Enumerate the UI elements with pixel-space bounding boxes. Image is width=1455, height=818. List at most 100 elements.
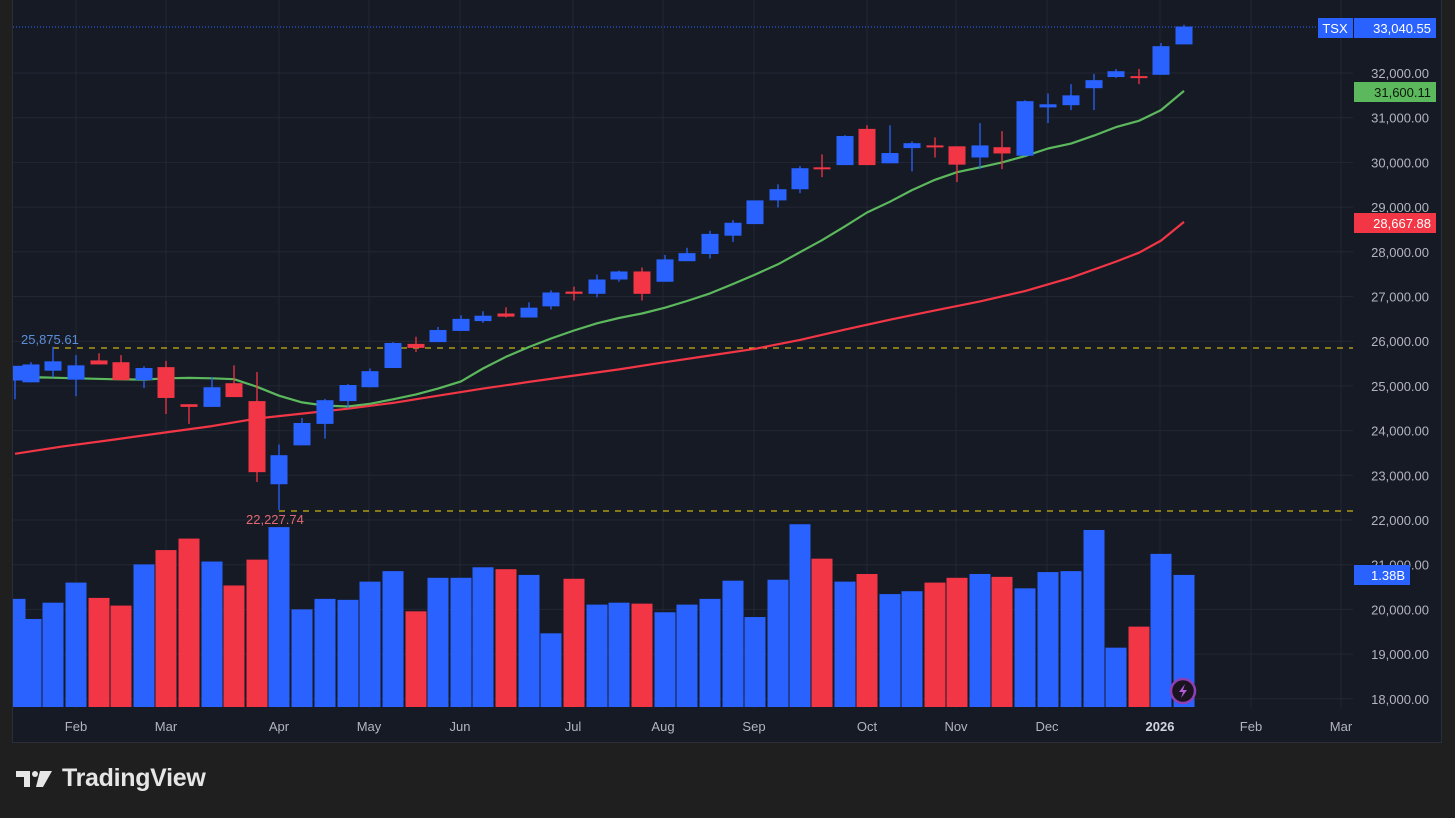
volume-bar: [110, 605, 132, 707]
price-tick-label: 20,000.00: [1371, 602, 1429, 617]
candle: [361, 368, 379, 388]
volume-bar: [518, 574, 540, 707]
candlesticks: [13, 24, 1193, 510]
candle: [633, 267, 651, 301]
candle: [90, 353, 108, 365]
chart-pane[interactable]: 32,000.00 31,000.00 30,000.00 29,000.00 28,0…: [12, 0, 1442, 743]
candle: [407, 336, 425, 352]
volume-bar: [246, 559, 268, 707]
chart-canvas[interactable]: 32,000.00 31,000.00 30,000.00 29,000.00 28,0…: [13, 0, 1443, 743]
candle: [1175, 24, 1193, 45]
sma-slow-line: [14, 221, 1185, 455]
volume-bar: [201, 561, 223, 707]
volume-bar: [676, 604, 698, 707]
candle: [588, 274, 606, 298]
volume-bar: [1105, 647, 1127, 707]
volume-bar: [767, 579, 789, 707]
time-tick-label: Nov: [944, 719, 968, 734]
volume-bars: [13, 524, 1195, 707]
low-price-marker: 22,227.74: [246, 512, 304, 527]
candle: [203, 377, 221, 407]
volume-bar: [178, 538, 200, 707]
candle: [474, 311, 492, 323]
candle: [157, 360, 175, 415]
candle: [452, 315, 470, 331]
horizontal-lines[interactable]: [13, 26, 1353, 512]
candle: [926, 137, 944, 158]
candle: [22, 362, 40, 383]
candle: [112, 355, 130, 381]
volume-bar: [427, 577, 449, 707]
symbol-tag-bg: [1318, 18, 1353, 38]
volume-bar: [450, 577, 472, 707]
last-price-tag: 33,040.55: [1373, 21, 1431, 36]
time-tick-label: Feb: [65, 719, 87, 734]
volume-bar: [540, 633, 562, 707]
price-tick-label: 30,000.00: [1371, 155, 1429, 170]
volume-bar: [65, 582, 87, 707]
volume-bar: [879, 594, 901, 707]
volume-bar: [789, 524, 811, 707]
volume-bar: [744, 617, 766, 707]
volume-bar: [608, 602, 630, 707]
candle: [903, 141, 921, 172]
volume-bar: [811, 558, 833, 707]
time-tick-label: Dec: [1035, 719, 1059, 734]
price-markers: 25,875.61 22,227.74: [21, 332, 304, 527]
tradingview-logo-icon: [16, 770, 52, 787]
price-tick-label: 24,000.00: [1371, 424, 1429, 439]
candle: [1016, 100, 1034, 156]
candle: [339, 384, 357, 409]
volume-bar: [1128, 626, 1150, 707]
time-axis[interactable]: Feb Mar Apr May Jun Jul Aug Sep Oct Nov Dec 2026 Feb…: [65, 719, 1353, 734]
candle: [881, 125, 899, 164]
price-tick-label: 27,000.00: [1371, 290, 1429, 305]
candle: [1107, 68, 1125, 78]
candle: [1062, 84, 1080, 111]
price-tick-label: 22,000.00: [1371, 513, 1429, 528]
last-price-tag-bg: [1354, 18, 1436, 38]
volume-bar: [699, 598, 721, 707]
price-tick-label: 23,000.00: [1371, 468, 1429, 483]
volume-bar: [88, 597, 110, 707]
sma-fast-line: [14, 90, 1185, 408]
candle: [836, 135, 854, 166]
moving-averages: [14, 90, 1185, 455]
candle: [1039, 93, 1057, 124]
lightning-bolt-icon[interactable]: [1169, 677, 1197, 705]
candle: [1085, 73, 1103, 111]
volume-bar: [901, 591, 923, 707]
price-axis[interactable]: 32,000.00 31,000.00 30,000.00 29,000.00 28,0…: [1371, 66, 1429, 707]
volume-bar: [155, 550, 177, 707]
candle: [993, 131, 1011, 170]
volume-bar: [223, 585, 245, 707]
volume-bar: [20, 618, 42, 707]
candle: [610, 270, 628, 282]
volume-bar: [1083, 529, 1105, 707]
volume-bar: [359, 581, 381, 707]
candle: [225, 365, 243, 398]
price-tick-label: 19,000.00: [1371, 647, 1429, 662]
volume-bar: [314, 598, 336, 707]
high-price-marker: 25,875.61: [21, 332, 79, 347]
candle: [67, 355, 85, 397]
candle: [724, 220, 742, 242]
volume-bar: [291, 609, 313, 707]
candle: [1130, 68, 1148, 85]
volume-bar: [631, 603, 653, 707]
volume-bar: [1014, 588, 1036, 707]
volume-bar: [856, 573, 878, 707]
candle: [791, 165, 809, 194]
candle: [701, 230, 719, 259]
volume-bar: [133, 564, 155, 707]
sma-fast-tag-bg: [1354, 82, 1436, 102]
candle: [656, 254, 674, 282]
volume-bar: [563, 578, 585, 707]
symbol-tag: TSX: [1322, 21, 1348, 36]
volume-bar: [834, 581, 856, 707]
candle: [293, 418, 311, 446]
volume-bar: [382, 571, 404, 707]
volume-bar: [1060, 571, 1082, 707]
sma-slow-tag-bg: [1354, 213, 1436, 233]
brand[interactable]: TradingView: [16, 764, 206, 793]
